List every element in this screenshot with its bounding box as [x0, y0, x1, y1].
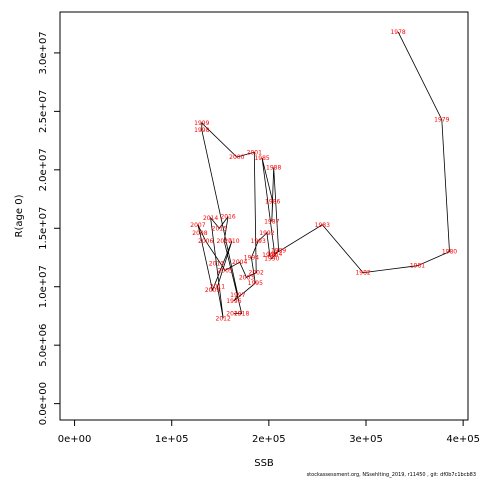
- point-label-2019: 2019: [226, 311, 241, 318]
- point-label-1982: 1982: [355, 270, 370, 277]
- point-label-2009: 2009: [205, 287, 220, 294]
- point-label-2003: 2003: [239, 274, 254, 281]
- point-label-1984: 1984: [267, 251, 282, 258]
- point-label-2018: 2018: [234, 311, 249, 318]
- point-label-1978: 1978: [390, 29, 405, 36]
- point-label-1998: 1998: [194, 127, 209, 134]
- y-tick-label: 5.0e+06: [38, 324, 49, 367]
- point-label-2000: 2000: [229, 154, 244, 161]
- y-tick-label: 1.5e+07: [38, 207, 49, 250]
- point-label-2014: 2014: [203, 215, 218, 222]
- series-line: [197, 31, 450, 319]
- point-label-1999: 1999: [194, 120, 209, 127]
- x-tick-label: 2e+05: [252, 434, 286, 445]
- point-label-1992: 1992: [259, 230, 274, 237]
- point-label-1994: 1994: [244, 255, 259, 262]
- y-tick-label: 2.5e+07: [38, 90, 49, 133]
- x-tick-label: 4e+05: [446, 434, 480, 445]
- x-axis-label: SSB: [254, 458, 274, 469]
- point-label-1981: 1981: [410, 263, 425, 270]
- point-label-1988: 1988: [266, 165, 281, 172]
- point-label-2005: 2005: [217, 267, 232, 274]
- point-label-2012: 2012: [216, 315, 231, 322]
- point-label-2006: 2006: [198, 238, 213, 245]
- point-label-2008: 2008: [192, 230, 207, 237]
- plot-frame: [59, 11, 469, 421]
- point-label-2010: 2010: [224, 238, 239, 245]
- point-label-2004: 2004: [232, 259, 247, 266]
- point-label-2001: 2001: [247, 149, 262, 156]
- point-label-1987: 1987: [264, 218, 279, 225]
- y-axis: 0.0e+00 5.0e+06 1.0e+07 1.5e+07 2.0e+07 2.5e+…: [38, 31, 61, 425]
- point-label-2016: 2016: [220, 214, 235, 221]
- point-label-2015: 2015: [212, 225, 227, 232]
- point-label-1995: 1995: [248, 280, 263, 287]
- year-labels: 1978 1979 1980 1981 1982 1983 1984 1985 1986 1987…: [190, 29, 457, 322]
- point-label-1983: 1983: [315, 222, 330, 229]
- y-axis-label: R(age 0): [14, 194, 25, 237]
- y-tick-label: 3.0e+07: [38, 31, 49, 74]
- point-label-1990: 1990: [264, 256, 279, 263]
- point-label-2002: 2002: [249, 270, 264, 277]
- x-tick-label: 0e+00: [58, 434, 92, 445]
- point-label-1991: 1991: [262, 252, 277, 259]
- point-label-2017: 2017: [217, 238, 232, 245]
- x-axis: 0e+00 1e+05 2e+05 3e+05 4e+05: [58, 419, 480, 445]
- point-label-1986: 1986: [265, 198, 280, 205]
- x-tick-label: 3e+05: [349, 434, 383, 445]
- point-label-1980: 1980: [442, 249, 457, 256]
- point-label-1997: 1997: [230, 292, 245, 299]
- point-label-1985: 1985: [254, 155, 269, 162]
- y-tick-label: 0.0e+00: [38, 382, 49, 425]
- point-label-2007: 2007: [190, 222, 205, 229]
- x-tick-label: 1e+05: [155, 434, 189, 445]
- point-label-2011: 2011: [210, 284, 225, 291]
- point-label-1993: 1993: [251, 238, 266, 245]
- point-label-1989: 1989: [271, 248, 286, 255]
- point-label-2013: 2013: [209, 260, 224, 267]
- y-tick-label: 1.0e+07: [38, 265, 49, 308]
- y-tick-label: 2.0e+07: [38, 148, 49, 191]
- footer-credit: stockassessment.org, NSsehlting_2019, r1…: [306, 472, 476, 478]
- point-label-1979: 1979: [434, 117, 449, 124]
- point-label-1996: 1996: [226, 298, 241, 305]
